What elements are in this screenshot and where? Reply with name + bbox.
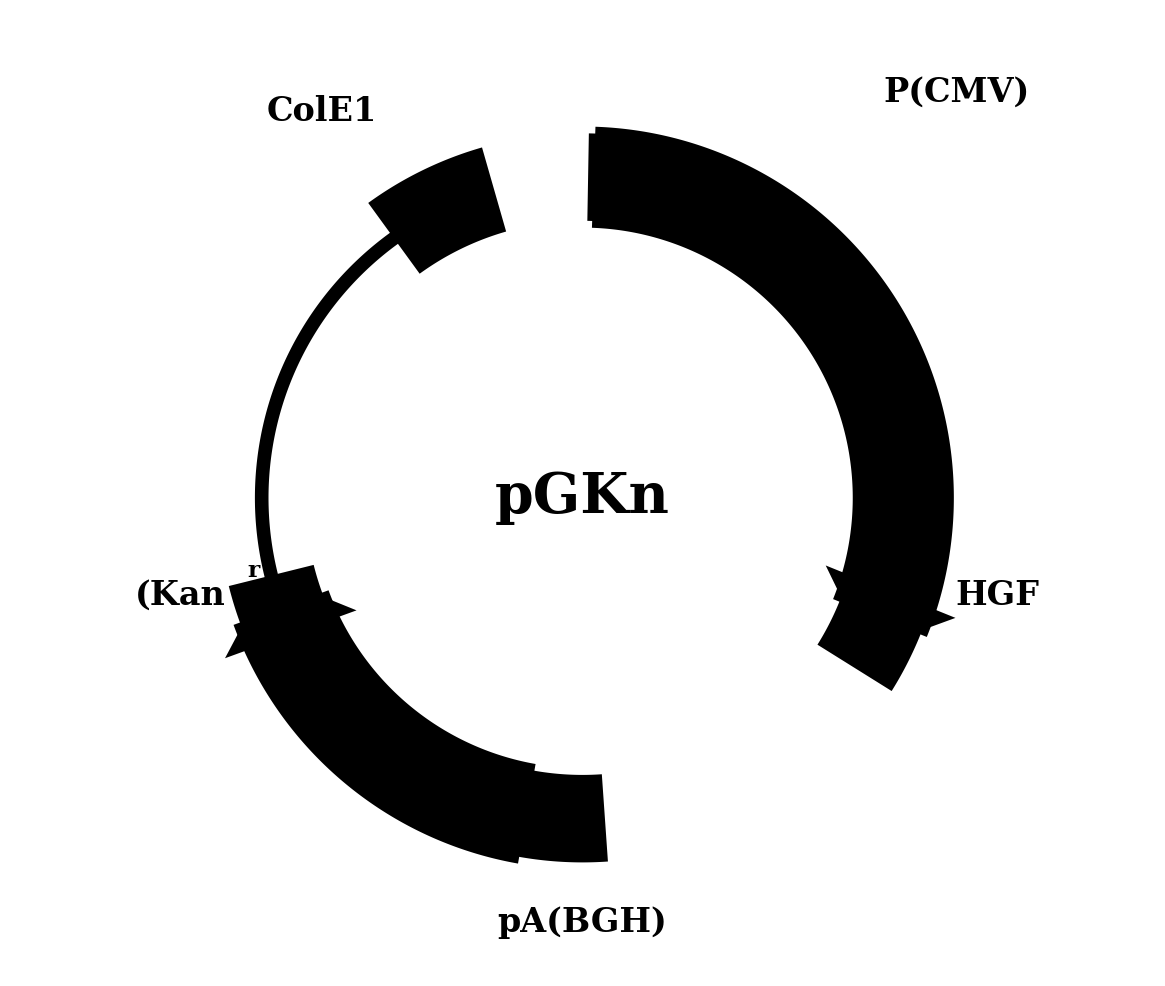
Text: ColE1: ColE1 bbox=[267, 96, 377, 128]
Polygon shape bbox=[587, 133, 701, 236]
Text: (Kan: (Kan bbox=[135, 579, 226, 611]
Text: pGKn: pGKn bbox=[495, 470, 670, 526]
Polygon shape bbox=[818, 536, 944, 691]
Polygon shape bbox=[469, 761, 608, 863]
Polygon shape bbox=[368, 148, 506, 274]
Polygon shape bbox=[826, 565, 955, 650]
Polygon shape bbox=[228, 565, 359, 712]
Text: ): ) bbox=[267, 579, 282, 611]
Text: pA(BGH): pA(BGH) bbox=[497, 906, 668, 939]
Polygon shape bbox=[233, 591, 536, 864]
Polygon shape bbox=[225, 575, 356, 659]
Text: HGF: HGF bbox=[955, 579, 1039, 611]
Polygon shape bbox=[592, 127, 954, 637]
Polygon shape bbox=[255, 230, 402, 610]
Text: P(CMV): P(CMV) bbox=[883, 76, 1030, 109]
Text: r: r bbox=[247, 560, 260, 582]
